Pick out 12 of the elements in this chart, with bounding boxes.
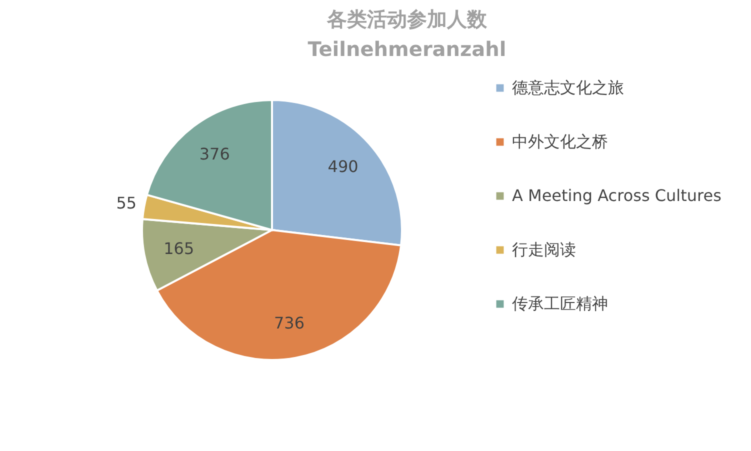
data-label: 165	[164, 238, 194, 258]
chart-subtitle: Teilnehmeranzahl	[308, 37, 506, 61]
chart-title: 各类活动参加人数	[326, 7, 488, 31]
legend-label: 行走阅读	[512, 240, 576, 259]
data-label: 55	[116, 194, 137, 213]
data-label: 736	[274, 313, 305, 332]
data-label: 376	[199, 144, 230, 164]
data-label: 490	[328, 156, 358, 176]
legend-label: 德意志文化之旅	[512, 78, 624, 97]
legend-label: 传承工匠精神	[512, 294, 608, 313]
legend-label: A Meeting Across Cultures	[512, 186, 722, 205]
legend-label: 中外文化之桥	[512, 132, 608, 151]
